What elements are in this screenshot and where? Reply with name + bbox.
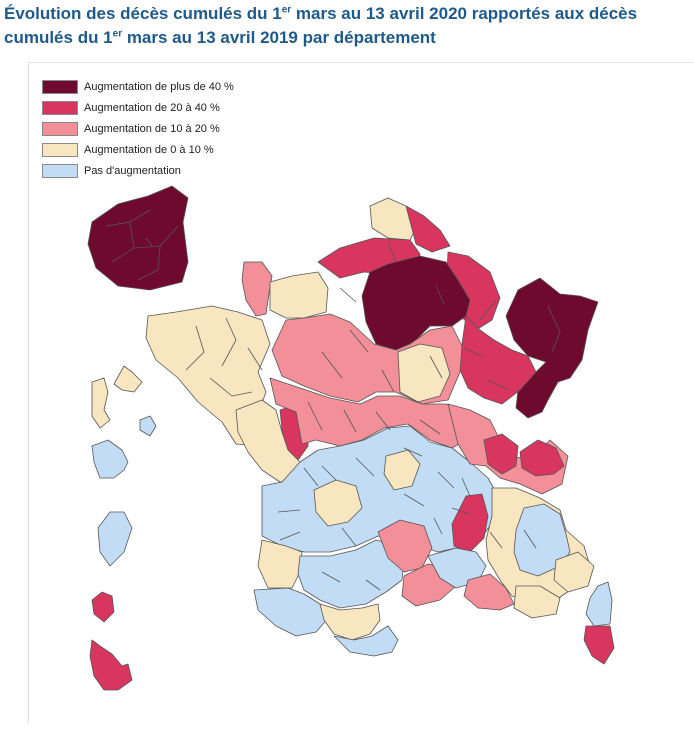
region-ile-de-france-inset bbox=[87, 185, 189, 291]
zone-normandy bbox=[269, 271, 329, 319]
zone-dordogne bbox=[313, 479, 363, 527]
legend-label: Augmentation de 20 à 40 % bbox=[84, 102, 220, 114]
region-guyane bbox=[91, 439, 129, 479]
metropolitan-france bbox=[145, 197, 599, 657]
region-guadeloupe bbox=[91, 377, 111, 429]
legend-label: Augmentation de 0 à 10 % bbox=[84, 144, 214, 156]
zone-ain bbox=[483, 433, 519, 475]
ile-de-france-inset bbox=[87, 185, 189, 291]
legend-label: Augmentation de plus de 40 % bbox=[84, 81, 234, 93]
zone-ardennes bbox=[405, 205, 451, 253]
zone-tarn bbox=[377, 519, 433, 573]
zone-centre-sand bbox=[397, 343, 451, 403]
legend-swatch bbox=[42, 101, 78, 115]
zone-var bbox=[513, 585, 561, 619]
legend-label: Augmentation de 10 à 20 % bbox=[84, 123, 220, 135]
title-line-2: cumulés du 1er mars au 13 avril 2019 par… bbox=[4, 28, 436, 47]
legend-swatch bbox=[42, 143, 78, 157]
legend-swatch bbox=[42, 122, 78, 136]
region-corse-du-sud bbox=[583, 625, 615, 665]
region-guadeloupe-grande-terre bbox=[113, 365, 143, 393]
zone-gascony bbox=[257, 539, 303, 589]
zone-pyrenees-east bbox=[333, 625, 399, 657]
legend-swatch bbox=[42, 164, 78, 178]
zone-haute-savoie bbox=[519, 439, 565, 477]
region-mayotte bbox=[91, 591, 115, 623]
legend-swatch bbox=[42, 80, 78, 94]
region-haute-corse bbox=[585, 581, 613, 627]
zone-alpes-maritimes bbox=[553, 551, 595, 593]
map-frame bbox=[28, 62, 694, 723]
zone-manche bbox=[241, 261, 273, 317]
zone-occitanie-inner bbox=[297, 539, 405, 609]
map-title: Évolution des décès cumulés du 1er mars … bbox=[4, 2, 690, 50]
region-la-reunion bbox=[97, 511, 133, 567]
title-line-1: Évolution des décès cumulés du 1er mars … bbox=[4, 4, 638, 23]
region-martinique bbox=[139, 415, 157, 437]
zone-provence bbox=[463, 573, 515, 611]
zone-pyrenees-west bbox=[253, 587, 331, 637]
zone-drome bbox=[451, 493, 489, 553]
zone-east bbox=[505, 277, 599, 419]
zone-pyrenees-central bbox=[319, 603, 381, 641]
legend-label: Pas d'augmentation bbox=[84, 165, 181, 177]
zone-gard bbox=[427, 547, 487, 589]
region-mayotte-south bbox=[89, 639, 133, 691]
